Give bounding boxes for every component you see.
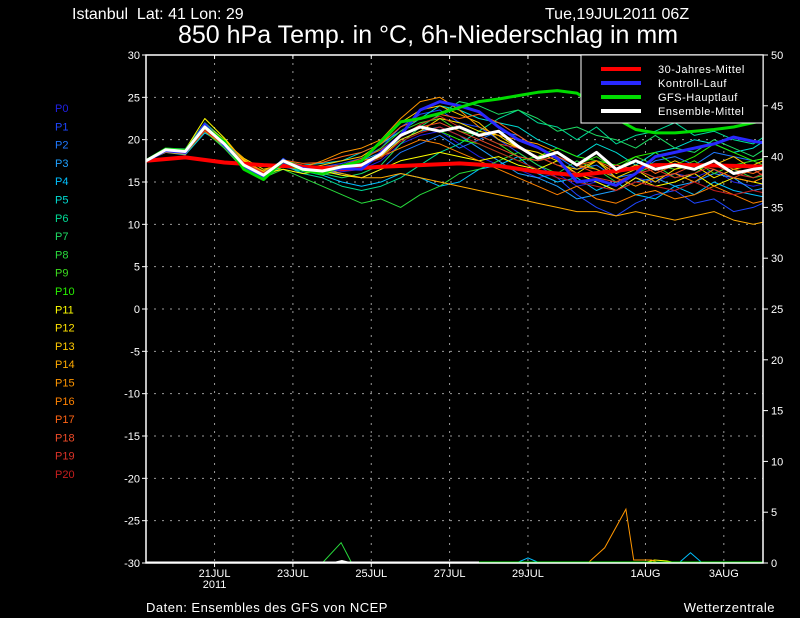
series-precip-ensemble-mittel xyxy=(146,559,479,563)
y-left-tick-label: 25 xyxy=(128,92,140,104)
y-left-tick-label: 0 xyxy=(134,304,140,316)
data-source-label: Daten: Ensembles des GFS von NCEP xyxy=(146,600,388,615)
x-tick-label: 3AUG xyxy=(709,568,739,580)
y-left-tick-label: 10 xyxy=(128,219,140,231)
member-label: P8 xyxy=(55,249,68,261)
member-label: P3 xyxy=(55,158,68,170)
axes: 302520151050-5-10-15-20-25-3050454035302… xyxy=(124,50,783,591)
member-precip-p15 xyxy=(587,507,660,563)
member-label: P2 xyxy=(55,140,68,152)
member-label: P11 xyxy=(55,304,74,316)
member-label: P0 xyxy=(55,103,68,115)
y-right-tick-label: 45 xyxy=(771,101,783,113)
legend-label: 30-Jahres-Mittel xyxy=(658,64,745,76)
y-left-tick-label: 5 xyxy=(134,262,140,274)
member-label: P12 xyxy=(55,323,75,335)
member-label: P4 xyxy=(55,176,68,188)
member-label: P10 xyxy=(55,286,75,298)
x-tick-label: 25JUL xyxy=(355,568,387,580)
x-tick-sublabel: 2011 xyxy=(203,579,227,591)
y-right-tick-label: 0 xyxy=(771,558,777,570)
member-label: P13 xyxy=(55,341,75,353)
temperature-layer xyxy=(146,89,763,225)
member-label: P19 xyxy=(55,451,75,463)
y-right-tick-label: 5 xyxy=(771,507,777,519)
brand-label: Wetterzentrale xyxy=(684,600,775,615)
y-left-tick-label: -20 xyxy=(124,473,140,485)
x-tick-label: 21JUL xyxy=(199,568,231,580)
member-label: P7 xyxy=(55,231,68,243)
series-line-ensemble-mittel xyxy=(146,125,763,177)
y-left-tick-label: 20 xyxy=(128,135,140,147)
x-tick-label: 23JUL xyxy=(277,568,309,580)
y-left-tick-label: -25 xyxy=(124,516,140,528)
location-label: Istanbul Lat: 41 Lon: 29 xyxy=(72,6,244,23)
member-precip-p8 xyxy=(321,541,353,563)
y-left-tick-label: -30 xyxy=(124,558,140,570)
y-left-tick-label: -10 xyxy=(124,389,140,401)
legend-label: GFS-Hauptlauf xyxy=(658,92,738,104)
y-right-tick-label: 35 xyxy=(771,202,783,214)
x-tick-label: 27JUL xyxy=(434,568,466,580)
member-label: P9 xyxy=(55,268,68,280)
member-label: P15 xyxy=(55,378,75,390)
member-label: P5 xyxy=(55,195,68,207)
legend: 30-Jahres-Mittel Kontroll-Lauf GFS-Hauptla… xyxy=(580,54,764,124)
member-label: P1 xyxy=(55,121,68,133)
member-line-p12 xyxy=(146,118,763,183)
y-right-tick-label: 10 xyxy=(771,456,783,468)
precip-layer xyxy=(146,507,763,563)
member-precip-p4 xyxy=(516,552,703,563)
y-left-tick-label: 30 xyxy=(128,50,140,62)
member-label: P17 xyxy=(55,414,75,426)
y-right-tick-label: 15 xyxy=(771,406,783,418)
member-label: P16 xyxy=(55,396,75,408)
series-line-kontroll-lauf xyxy=(146,100,763,187)
member-label: P18 xyxy=(55,432,75,444)
y-right-tick-label: 25 xyxy=(771,304,783,316)
y-right-tick-label: 20 xyxy=(771,355,783,367)
series-line-gfs-hauptlauf xyxy=(146,89,763,181)
member-label: P20 xyxy=(55,469,75,481)
member-labels: P0 P1 P2 P3 P4 P5 P6 P7 P8 P9 P10 P11 P12 P13 P14 P15 P1… xyxy=(55,103,75,481)
x-tick-label: 1AUG xyxy=(630,568,660,580)
member-label: P6 xyxy=(55,213,68,225)
legend-label: Kontroll-Lauf xyxy=(658,78,727,90)
x-tick-label: 29JUL xyxy=(512,568,544,580)
y-right-tick-label: 30 xyxy=(771,253,783,265)
run-time-label: Tue,19JUL2011 06Z xyxy=(545,6,689,23)
y-left-tick-label: -15 xyxy=(124,431,140,443)
y-left-tick-label: 15 xyxy=(128,177,140,189)
y-right-tick-label: 40 xyxy=(771,152,783,164)
member-label: P14 xyxy=(55,359,75,371)
y-right-tick-label: 50 xyxy=(771,50,783,62)
chart-title: 850 hPa Temp. in °C, 6h-Niederschlag in … xyxy=(178,21,678,49)
legend-label: Ensemble-Mittel xyxy=(658,106,744,118)
y-left-tick-label: -5 xyxy=(130,346,140,358)
